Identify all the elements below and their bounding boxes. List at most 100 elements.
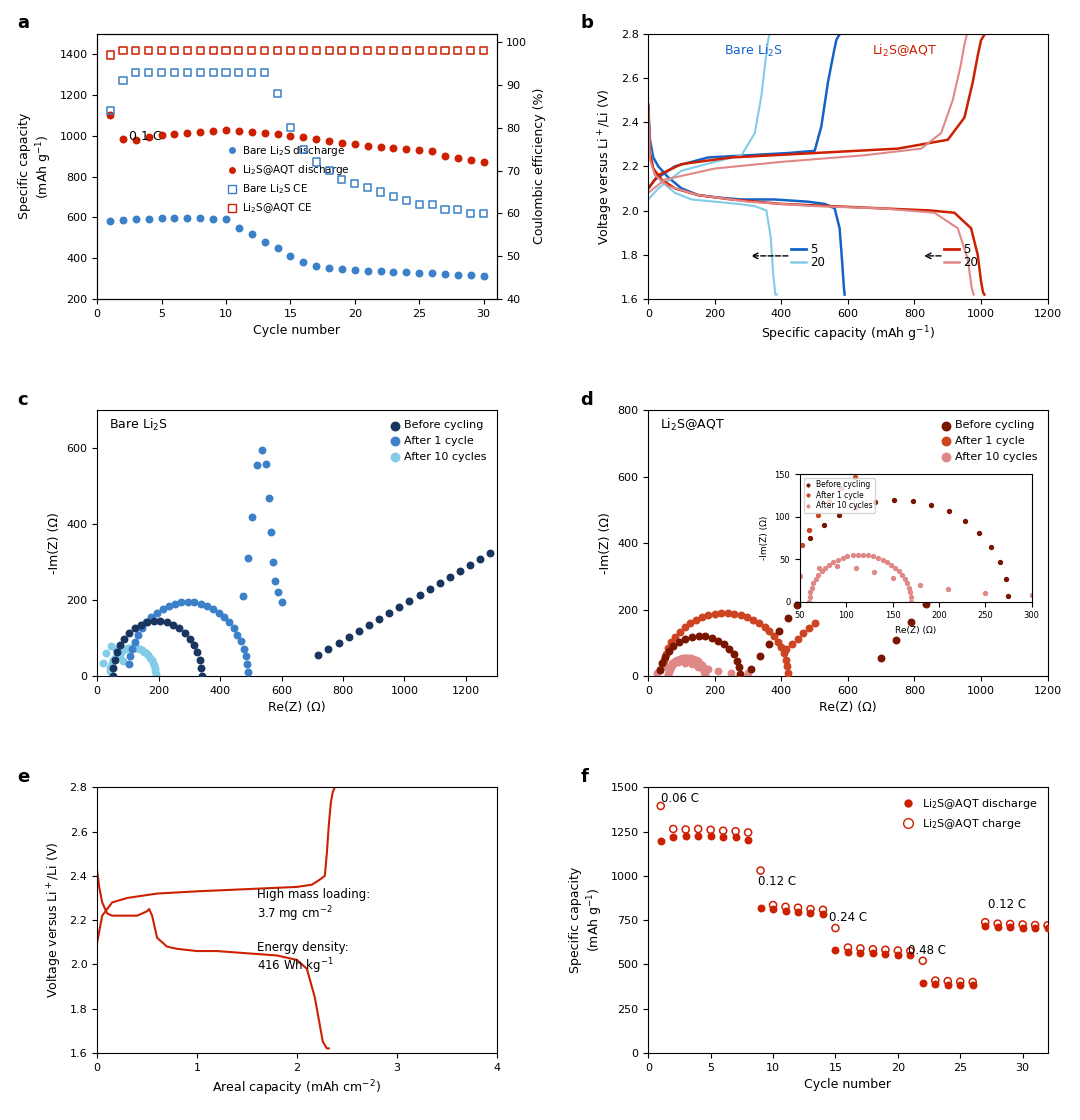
Text: 20: 20 (962, 256, 977, 269)
Li$_2$S@AQT discharge (927, 976, 944, 993)
Text: b: b (580, 15, 593, 32)
After 10 cycles (143, 651, 160, 669)
Li$_2$S@AQT charge (1014, 915, 1031, 933)
Point (449, 265, 467, 283)
After 1 cycle (772, 638, 789, 656)
After 1 cycle (257, 455, 274, 473)
Before cycling (191, 651, 208, 669)
Before cycling (410, 586, 428, 604)
Before cycling (192, 659, 210, 676)
Point (114, 72, 132, 90)
Point (423, 142, 441, 160)
Li$_2$S@AQT discharge (902, 946, 919, 964)
After 10 cycles (689, 653, 706, 671)
Before cycling (391, 598, 408, 616)
After 1 cycle (760, 623, 778, 641)
After 1 cycle (232, 633, 249, 651)
Li$_2$S@AQT charge (927, 972, 944, 990)
Point (282, 119, 299, 137)
After 10 cycles (139, 646, 157, 664)
Point (127, 131, 145, 149)
After 1 cycle (186, 594, 203, 612)
Point (397, 140, 415, 158)
After 1 cycle (239, 663, 256, 681)
Before cycling (121, 624, 138, 642)
Point (397, 41, 415, 59)
Y-axis label: Voltage versus Li$^+$/Li (V): Voltage versus Li$^+$/Li (V) (45, 842, 64, 998)
Legend: Before cycling, After 1 cycle, After 10 cycles: Before cycling, After 1 cycle, After 10 … (937, 416, 1042, 466)
Before cycling (152, 613, 170, 631)
Before cycling (472, 550, 489, 568)
Li$_2$S@AQT charge (789, 898, 807, 916)
After 1 cycle (234, 640, 252, 657)
Before cycling (660, 642, 677, 660)
After 10 cycles (102, 663, 119, 681)
After 10 cycles (697, 666, 714, 684)
Li$_2$S@AQT discharge (689, 827, 706, 844)
Li$_2$S@AQT discharge (940, 976, 957, 993)
Before cycling (380, 604, 397, 622)
After 1 cycle (148, 604, 165, 622)
Point (178, 41, 195, 59)
After 1 cycle (719, 604, 737, 622)
Li$_2$S@AQT charge (964, 973, 982, 991)
Point (359, 262, 376, 280)
Li$_2$S@AQT charge (864, 941, 881, 959)
After 1 cycle (769, 633, 786, 651)
Point (423, 41, 441, 59)
After 1 cycle (244, 507, 261, 525)
After 10 cycles (147, 665, 164, 683)
Point (397, 263, 415, 281)
After 1 cycle (663, 633, 680, 651)
Text: 0.1 C: 0.1 C (130, 130, 162, 142)
Before cycling (902, 613, 919, 631)
Before cycling (138, 614, 156, 632)
Point (166, 63, 184, 81)
Point (372, 262, 389, 280)
After 10 cycles (660, 663, 677, 681)
Before cycling (176, 624, 193, 642)
Before cycling (461, 556, 478, 573)
Point (321, 161, 338, 179)
Point (347, 175, 364, 193)
Li$_2$S@AQT charge (1026, 916, 1043, 934)
After 10 cycles (108, 646, 125, 664)
After 1 cycle (123, 640, 140, 657)
Point (372, 41, 389, 59)
After 10 cycles (660, 665, 677, 683)
Li$_2$S@AQT discharge (1014, 918, 1031, 936)
After 1 cycle (726, 605, 743, 623)
Point (140, 211, 158, 228)
Point (308, 258, 325, 276)
After 10 cycles (693, 656, 711, 674)
Before cycling (442, 568, 459, 586)
Point (295, 41, 312, 59)
Before cycling (760, 635, 778, 653)
Point (295, 140, 312, 158)
After 1 cycle (239, 655, 256, 673)
After 10 cycles (686, 651, 703, 669)
After 1 cycle (199, 597, 216, 615)
After 10 cycles (696, 663, 713, 681)
After 10 cycles (740, 664, 757, 682)
Point (114, 130, 132, 148)
Before cycling (671, 633, 688, 651)
Li$_2$S@AQT charge (727, 822, 744, 840)
Point (334, 134, 351, 152)
After 10 cycles (146, 660, 163, 678)
X-axis label: Specific capacity (mAh g$^{-1}$): Specific capacity (mAh g$^{-1}$) (761, 325, 935, 344)
Text: c: c (17, 391, 28, 409)
Text: f: f (580, 768, 589, 786)
After 10 cycles (138, 644, 156, 662)
Li$_2$S@AQT charge (902, 942, 919, 960)
After 10 cycles (676, 654, 693, 672)
Before cycling (797, 584, 814, 601)
After 1 cycle (273, 592, 291, 610)
After 1 cycle (121, 647, 138, 665)
Point (321, 132, 338, 150)
After 1 cycle (766, 627, 783, 645)
Point (269, 41, 286, 59)
Point (191, 209, 208, 227)
Point (178, 63, 195, 81)
After 10 cycles (663, 654, 680, 672)
